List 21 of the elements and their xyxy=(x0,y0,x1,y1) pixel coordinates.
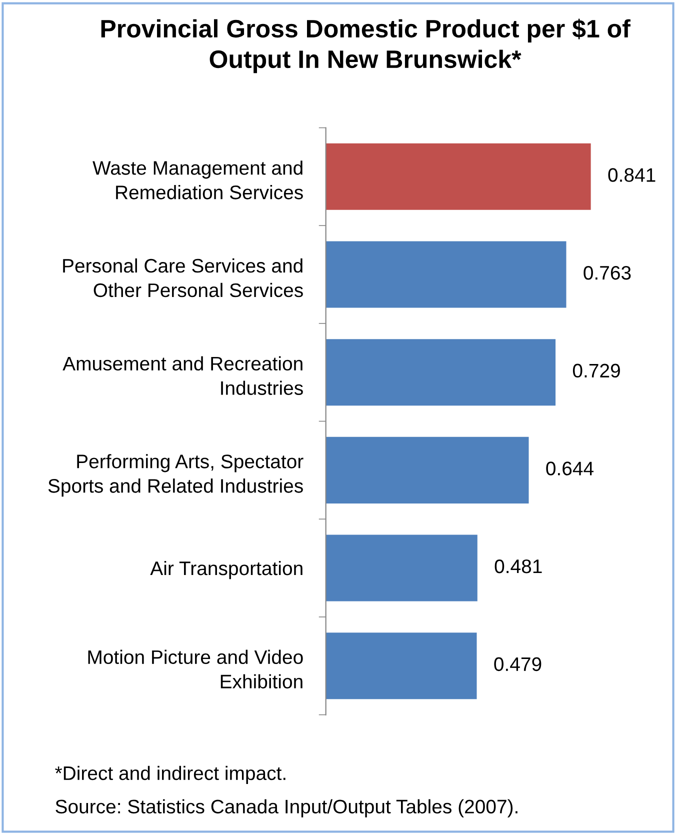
bar xyxy=(326,241,566,308)
y-tick-label: Amusement and Recreation Industries xyxy=(62,356,303,395)
data-label: 0.479 xyxy=(494,657,542,672)
bar xyxy=(326,436,529,504)
data-label: 0.729 xyxy=(572,364,620,378)
y-tick-label: Waste Management and Remediation Services xyxy=(92,160,303,200)
bar xyxy=(326,534,478,602)
data-label: 0.644 xyxy=(546,462,594,476)
bar xyxy=(326,339,556,406)
data-label: 0.841 xyxy=(608,168,656,182)
data-label: 0.763 xyxy=(584,266,631,280)
text: *Direct and indirect impact. xyxy=(55,766,286,784)
y-tick-label: Performing Arts, Spectator Sports and Related Industries xyxy=(48,454,304,497)
y-tick-label: Air Transportation xyxy=(150,560,302,580)
chart-title: Provincial Gross Domestic Product per $1 of Output In New Brunswick* xyxy=(101,18,630,74)
y-tick-label: Personal Care Services and Other Personal Services xyxy=(63,258,303,298)
bar xyxy=(326,632,477,700)
data-label: 0.481 xyxy=(494,559,542,574)
bar xyxy=(326,143,591,210)
source-note: Source: Statistics Canada Input/Output Tables (2007). xyxy=(56,799,518,818)
y-tick-label: Motion Picture and Video Exhibition xyxy=(88,650,303,688)
